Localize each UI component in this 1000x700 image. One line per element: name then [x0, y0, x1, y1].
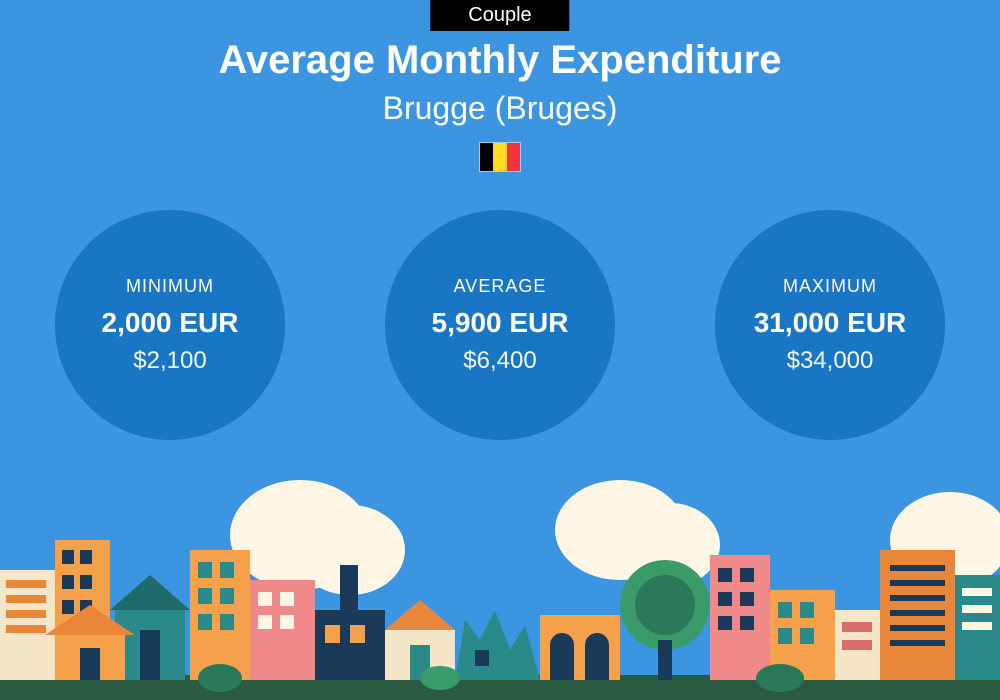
stat-value-secondary: $2,100	[133, 347, 206, 375]
stat-label: MINIMUM	[126, 276, 214, 297]
cityscape-illustration	[0, 480, 1000, 700]
stats-row: MINIMUM 2,000 EUR $2,100 AVERAGE 5,900 E…	[0, 210, 1000, 440]
category-badge: Couple	[430, 0, 569, 31]
page-subtitle: Brugge (Bruges)	[0, 90, 1000, 127]
stat-value-primary: 31,000 EUR	[754, 307, 907, 339]
flag-stripe-3	[507, 143, 520, 171]
flag-stripe-1	[480, 143, 493, 171]
stat-label: AVERAGE	[454, 276, 547, 297]
stat-average: AVERAGE 5,900 EUR $6,400	[385, 210, 615, 440]
stat-value-secondary: $6,400	[463, 347, 536, 375]
stat-minimum: MINIMUM 2,000 EUR $2,100	[55, 210, 285, 440]
stat-value-primary: 5,900 EUR	[432, 307, 569, 339]
stat-maximum: MAXIMUM 31,000 EUR $34,000	[715, 210, 945, 440]
flag-icon	[479, 142, 521, 172]
flag-stripe-2	[493, 143, 506, 171]
page-title: Average Monthly Expenditure	[0, 38, 1000, 83]
stat-label: MAXIMUM	[783, 276, 877, 297]
stat-value-primary: 2,000 EUR	[102, 307, 239, 339]
stat-value-secondary: $34,000	[787, 347, 874, 375]
